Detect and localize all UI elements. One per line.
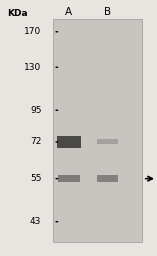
FancyBboxPatch shape	[58, 175, 80, 183]
FancyBboxPatch shape	[57, 136, 81, 148]
FancyBboxPatch shape	[97, 140, 118, 144]
Text: B: B	[104, 6, 111, 17]
Text: 95: 95	[30, 106, 41, 115]
Text: 43: 43	[30, 217, 41, 226]
Text: 55: 55	[30, 174, 41, 183]
Text: A: A	[65, 6, 72, 17]
Text: 130: 130	[24, 63, 41, 72]
FancyBboxPatch shape	[97, 175, 118, 182]
FancyBboxPatch shape	[53, 19, 142, 242]
Text: 170: 170	[24, 27, 41, 36]
Text: 72: 72	[30, 137, 41, 146]
Text: KDa: KDa	[7, 9, 28, 18]
